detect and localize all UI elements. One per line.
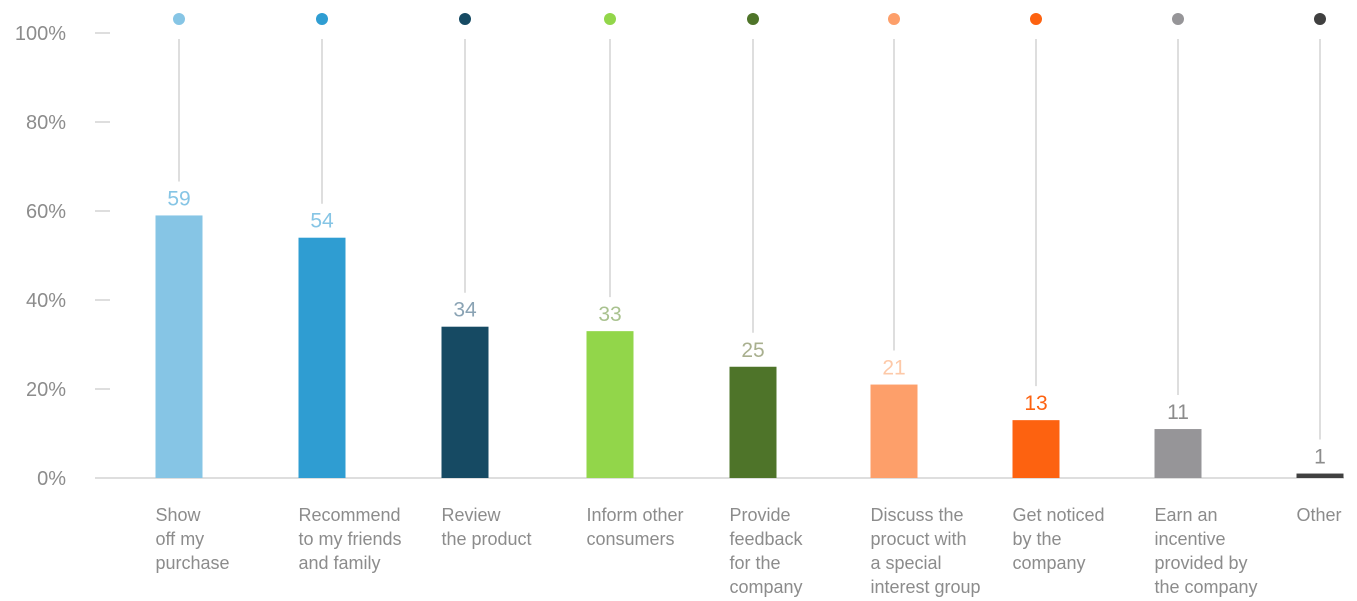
category-label: Get noticed by the company	[1013, 505, 1105, 573]
category-dot	[459, 13, 471, 25]
category-label-line: by the	[1013, 529, 1062, 549]
category-label-line: and family	[299, 553, 381, 573]
value-label: 11	[1167, 401, 1189, 424]
category-dots	[173, 13, 1326, 25]
bar	[155, 215, 203, 478]
category-label-line: a special	[871, 553, 942, 573]
category-label: Provide feedback for the company	[730, 505, 804, 597]
category-dot	[316, 13, 328, 25]
category-dot	[1314, 13, 1326, 25]
category-label: Other	[1297, 505, 1342, 525]
category-label-line: Other	[1297, 505, 1342, 525]
bar	[1296, 473, 1344, 478]
value-label: 54	[310, 210, 334, 233]
category-label-line: Get noticed	[1013, 505, 1105, 525]
category-label-line: Provide	[730, 505, 791, 525]
category-label-line: provided by	[1155, 553, 1248, 573]
value-label: 33	[598, 303, 621, 326]
y-tick-label: 100%	[15, 23, 66, 45]
category-label: Discuss the procuct with a special interest…	[871, 505, 981, 597]
category-label-line: company	[730, 577, 803, 597]
category-label: Earn an incentive provided by the company	[1155, 505, 1258, 597]
y-tick-label: 60%	[26, 201, 66, 223]
category-label-line: interest group	[871, 577, 981, 597]
value-label: 21	[882, 357, 905, 380]
category-label-line: for the	[730, 553, 781, 573]
y-axis: 0% 20% 40% 60% 80% 100%	[15, 23, 1344, 490]
category-label: Show off my purchase	[156, 505, 230, 573]
bar	[729, 366, 777, 478]
category-label-line: Recommend	[299, 505, 401, 525]
y-tick-label: 80%	[26, 112, 66, 134]
category-label-line: the company	[1155, 577, 1258, 597]
category-dot	[747, 13, 759, 25]
value-label: 59	[167, 187, 190, 210]
value-label: 1	[1314, 446, 1326, 469]
bar	[870, 384, 918, 478]
category-label-line: Review	[442, 505, 502, 525]
category-label-line: feedback	[730, 529, 804, 549]
category-dot	[1030, 13, 1042, 25]
category-dot	[1172, 13, 1184, 25]
category-label-line: Show	[156, 505, 202, 525]
category-label-line: Earn an	[1155, 505, 1218, 525]
category-label-line: Discuss the	[871, 505, 964, 525]
bar	[298, 237, 346, 478]
category-label-line: company	[1013, 553, 1086, 573]
category-label-line: procuct with	[871, 529, 967, 549]
bar	[441, 326, 489, 478]
value-label: 13	[1024, 392, 1047, 415]
bar	[1012, 420, 1060, 478]
category-label: Review the product	[442, 505, 532, 549]
bar	[1154, 429, 1202, 478]
category-label-line: incentive	[1155, 529, 1226, 549]
y-tick-label: 0%	[37, 468, 66, 490]
category-label: Recommend to my friends and family	[299, 505, 402, 573]
category-label-line: to my friends	[299, 529, 402, 549]
category-labels: Show off my purchase Recommend to my friends…	[156, 505, 1342, 597]
value-label: 34	[453, 299, 477, 322]
category-label-line: off my	[156, 529, 205, 549]
category-dot	[888, 13, 900, 25]
connector-lines	[178, 39, 1321, 440]
value-label: 25	[741, 339, 764, 362]
category-label-line: the product	[442, 529, 532, 549]
bars	[155, 215, 1344, 478]
bar	[586, 331, 634, 478]
category-label-line: purchase	[156, 553, 230, 573]
category-label-line: Inform other	[587, 505, 684, 525]
y-tick-label: 20%	[26, 379, 66, 401]
category-dot	[173, 13, 185, 25]
category-label-line: consumers	[587, 529, 675, 549]
category-dot	[604, 13, 616, 25]
category-label: Inform other consumers	[587, 505, 684, 549]
y-tick-label: 40%	[26, 290, 66, 312]
